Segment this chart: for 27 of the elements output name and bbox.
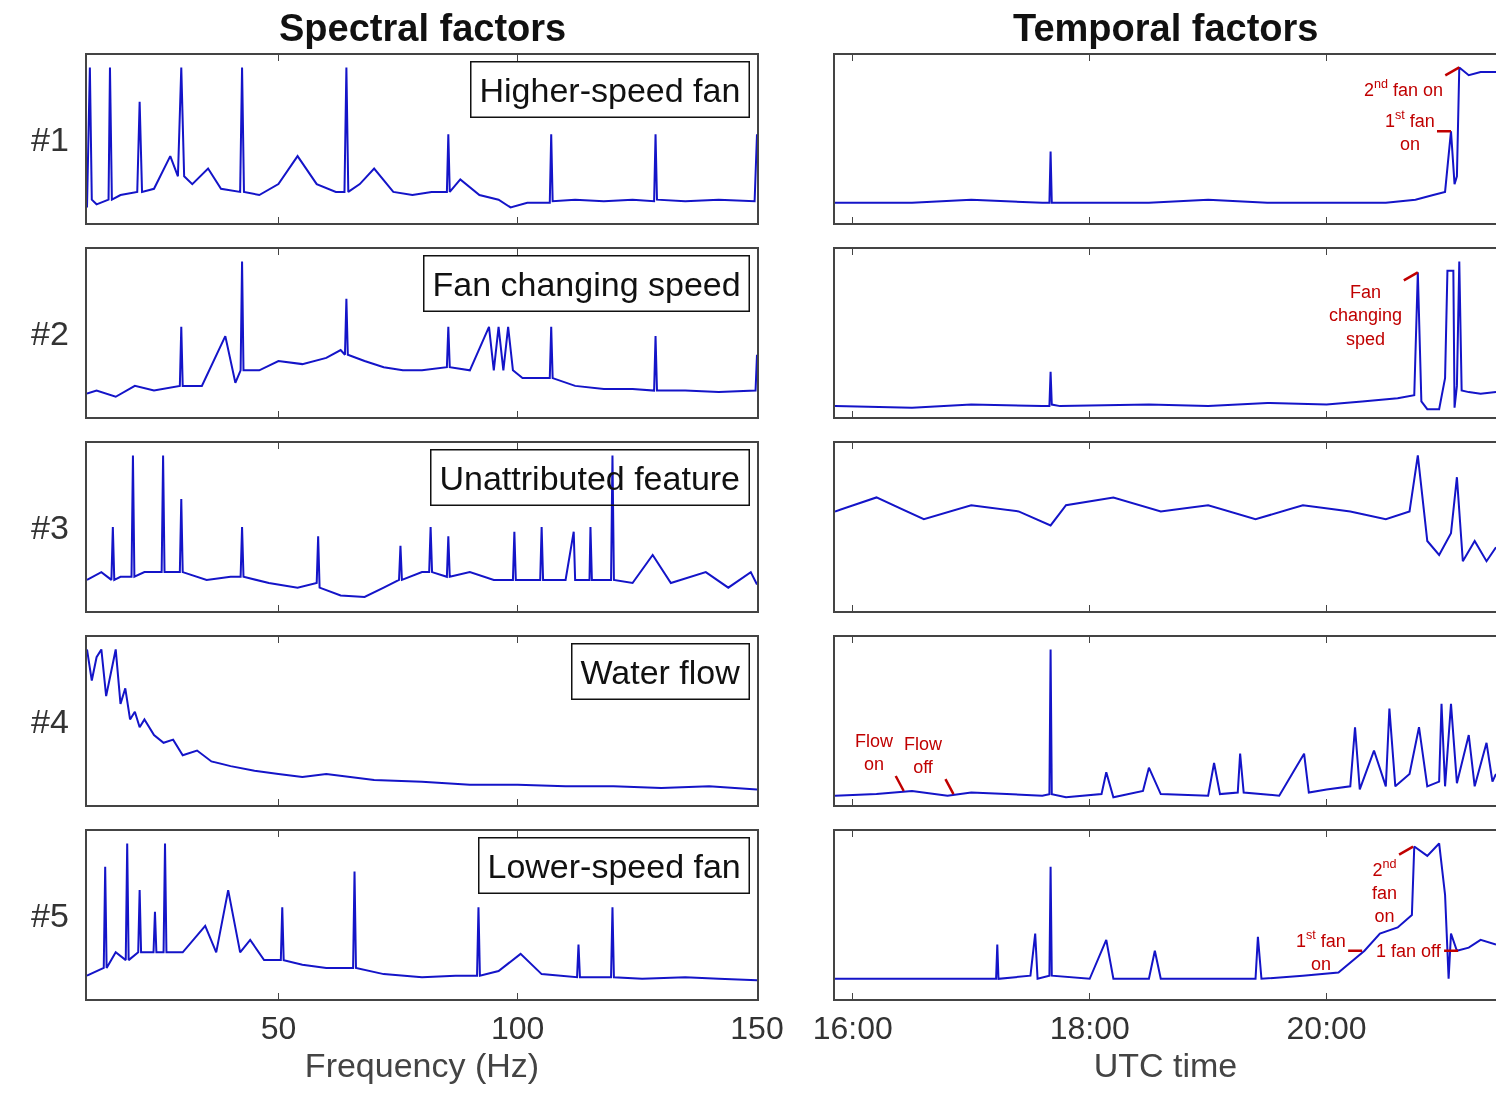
annotation: 1$^{st}$ fan on <box>1385 108 1435 154</box>
x-axis-title: UTC time <box>1093 1046 1238 1085</box>
chart-title: Temporal factors <box>1013 7 1319 49</box>
x-tick-label: 150 <box>730 1010 784 1047</box>
y-axis-title: #4 <box>31 702 69 740</box>
x-tick-label: 100 <box>491 1010 545 1047</box>
annotation: 1 fan off <box>1376 941 1442 961</box>
annotation: 2$^{nd}$ fan on <box>1372 857 1398 927</box>
x-tick-label: 18:00 <box>1049 1010 1130 1047</box>
annotation: Flow off <box>904 734 943 778</box>
annotation: Fan changing sped <box>1329 282 1403 349</box>
annotation: 1$^{st}$ fan on <box>1296 928 1346 974</box>
x-tick-label: 50 <box>260 1010 297 1047</box>
x-tick-label: 16:00 <box>812 1010 893 1047</box>
annotation: Lower-speed fan <box>487 846 741 885</box>
x-tick-label: 20:00 <box>1286 1010 1367 1047</box>
annotation: Higher-speed fan <box>479 70 741 109</box>
y-axis-title: #1 <box>31 120 69 158</box>
x-axis-title: Frequency (Hz) <box>304 1046 540 1085</box>
annotation: Flow on <box>855 731 894 775</box>
y-axis-title: #2 <box>31 314 69 352</box>
annotation: Fan changing speed <box>432 264 741 303</box>
chart-title: Spectral factors <box>279 7 567 49</box>
y-axis-title: #5 <box>31 896 69 934</box>
annotation: Water flow <box>580 652 741 691</box>
annotation: 2$^{nd}$ fan on <box>1364 77 1444 100</box>
y-axis-title: #3 <box>31 508 69 546</box>
